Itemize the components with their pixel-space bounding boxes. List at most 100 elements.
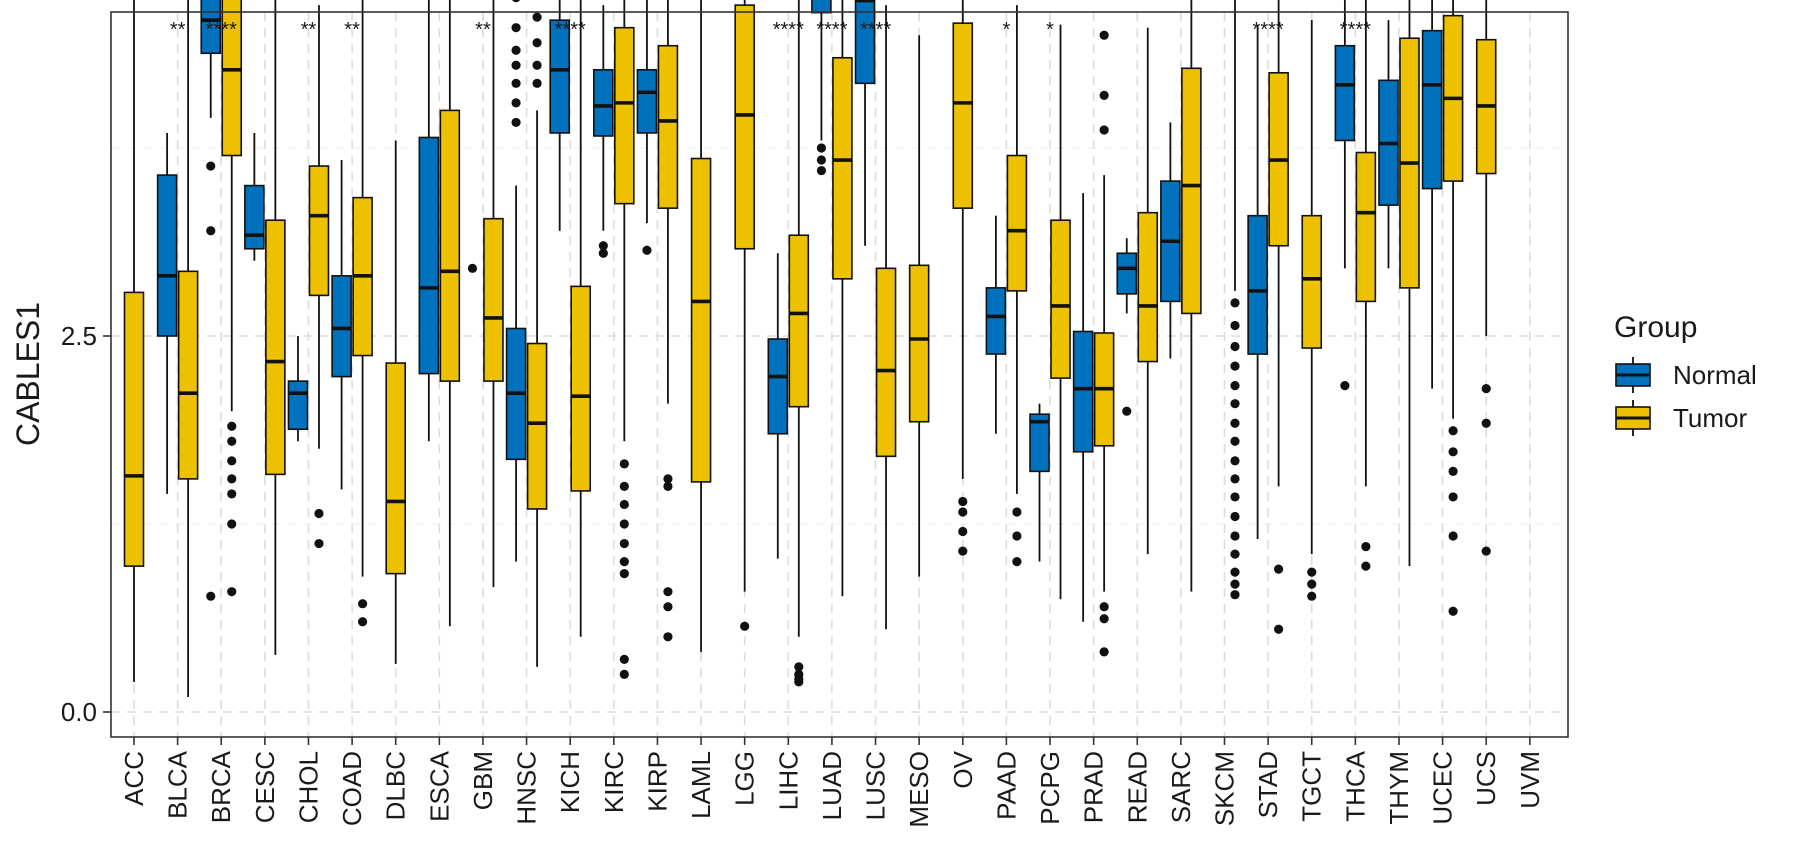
box-kich-normal xyxy=(549,0,571,231)
outlier-point xyxy=(532,12,542,22)
box-prad-tumor xyxy=(1093,30,1115,657)
x-tick-label: KIRC xyxy=(599,751,629,813)
box-iqr xyxy=(854,0,876,85)
outlier-point xyxy=(1448,531,1458,541)
x-tick-label: COAD xyxy=(337,751,367,826)
box-iqr xyxy=(1301,214,1323,349)
box-blca-normal xyxy=(156,132,178,494)
outlier-point xyxy=(619,557,629,567)
y-axis: 0.02.55.07.5 xyxy=(61,321,111,727)
outlier-point xyxy=(1274,564,1284,574)
x-tick-label: LUAD xyxy=(817,751,847,820)
box-pcpg-normal xyxy=(1029,403,1050,562)
outlier-point xyxy=(1230,399,1240,409)
box-cesc-normal xyxy=(244,132,265,261)
box-iqr xyxy=(526,342,548,510)
box-iqr xyxy=(287,380,309,431)
outlier-point xyxy=(227,587,237,597)
outlier-point xyxy=(1230,381,1240,391)
x-tick-label: LAML xyxy=(686,751,716,819)
box-paad-normal xyxy=(985,215,1007,434)
box-iqr xyxy=(177,270,199,480)
box-paad-tumor xyxy=(1006,5,1028,567)
box-thym-normal xyxy=(1378,20,1399,269)
box-iqr xyxy=(570,285,592,492)
box-kich-tumor xyxy=(570,0,592,637)
box-iqr xyxy=(1137,211,1159,363)
significance-label: ** xyxy=(344,19,360,41)
legend-title: Group xyxy=(1614,311,1697,344)
box-read-tumor xyxy=(1137,27,1159,555)
x-tick-label: THCA xyxy=(1340,750,1370,821)
legend-label: Normal xyxy=(1673,360,1757,390)
outlier-point xyxy=(663,602,673,612)
outlier-point xyxy=(227,474,237,484)
legend-entry-normal: Normal xyxy=(1615,357,1757,393)
box-thym-tumor xyxy=(1399,0,1420,567)
significance-label: ** xyxy=(475,19,491,41)
outlier-point xyxy=(1230,456,1240,466)
significance-label: **** xyxy=(1253,19,1284,41)
box-chol-normal xyxy=(287,336,309,442)
box-iqr xyxy=(593,68,614,137)
box-iqr xyxy=(1334,44,1356,142)
outlier-point xyxy=(1448,466,1458,476)
outlier-point xyxy=(619,499,629,510)
outlier-point xyxy=(794,662,804,672)
box-laml-tumor xyxy=(690,0,712,652)
box-kirc-tumor xyxy=(614,0,635,680)
box-iqr xyxy=(908,264,930,423)
outlier-point xyxy=(816,143,827,153)
outlier-point xyxy=(1012,531,1022,541)
outlier-point xyxy=(1448,447,1458,457)
outlier-point xyxy=(1481,384,1491,394)
outlier-point xyxy=(1307,567,1317,577)
x-tick-label: CESC xyxy=(250,751,280,823)
outlier-point xyxy=(206,161,216,171)
box-esca-tumor xyxy=(439,0,461,627)
significance-label: * xyxy=(1046,19,1054,41)
outlier-point xyxy=(619,481,629,491)
x-tick-label: UCEC xyxy=(1428,751,1458,825)
box-iqr xyxy=(265,219,286,476)
outlier-point xyxy=(227,421,237,431)
box-iqr xyxy=(331,275,352,378)
outlier-point xyxy=(227,456,237,466)
outlier-point xyxy=(1481,418,1491,428)
box-hnsc-tumor xyxy=(526,12,548,667)
significance-label: **** xyxy=(773,19,804,41)
x-tick-label: BLCA xyxy=(163,750,193,819)
x-tick-label: BRCA xyxy=(206,750,236,823)
box-stad-normal xyxy=(1247,24,1268,540)
box-stad-tumor xyxy=(1268,0,1289,634)
outlier-point xyxy=(1361,561,1371,571)
x-tick-label: SKCM xyxy=(1210,751,1240,826)
x-tick-label: CHOL xyxy=(293,751,323,823)
box-ucec-normal xyxy=(1421,0,1443,389)
box-iqr xyxy=(1116,252,1138,295)
outlier-point xyxy=(816,165,827,176)
x-tick-label: GBM xyxy=(468,751,498,810)
outlier-point xyxy=(1448,426,1458,436)
box-coad-normal xyxy=(331,160,352,490)
box-hnsc-normal xyxy=(505,0,527,562)
box-iqr xyxy=(549,19,571,134)
box-lihc-normal xyxy=(767,253,789,559)
outlier-point xyxy=(663,474,673,484)
box-brca-tumor xyxy=(221,0,243,597)
outlier-point xyxy=(1448,492,1458,502)
y-axis-title: CABLES1 xyxy=(10,302,46,446)
x-tick-label: DLBC xyxy=(381,751,411,820)
significance-label: **** xyxy=(860,19,891,41)
box-cesc-tumor xyxy=(265,0,286,655)
outlier-point xyxy=(1307,579,1317,589)
outlier-point xyxy=(1099,602,1109,612)
x-tick-label: STAD xyxy=(1253,751,1283,818)
x-tick-label: ESCA xyxy=(424,750,454,821)
x-tick-label: KICH xyxy=(555,751,585,813)
significance-label: * xyxy=(1003,19,1011,41)
box-iqr xyxy=(811,0,832,14)
outlier-point xyxy=(358,599,368,609)
box-lgg-tumor xyxy=(734,0,755,631)
